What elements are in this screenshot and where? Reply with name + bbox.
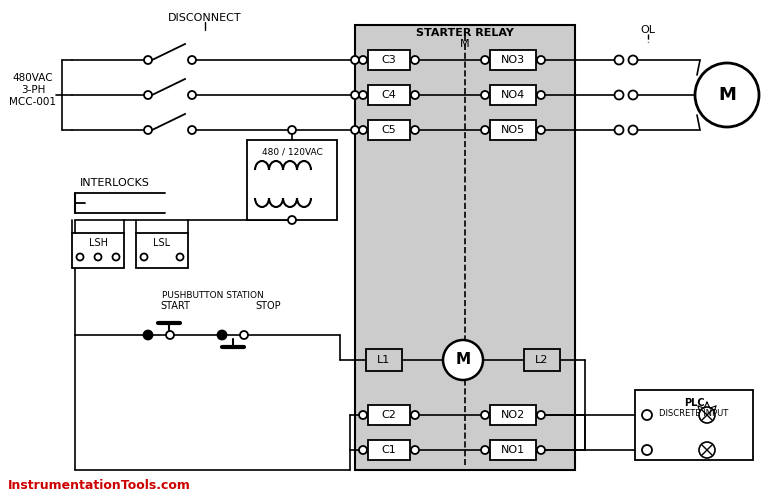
Circle shape — [144, 331, 153, 339]
Text: L1: L1 — [377, 355, 391, 365]
Bar — [490, 120, 536, 140]
Bar — [368, 440, 410, 460]
Circle shape — [614, 56, 624, 65]
Circle shape — [359, 91, 367, 99]
Bar — [355, 25, 575, 470]
Circle shape — [699, 407, 715, 423]
Circle shape — [217, 331, 227, 339]
Circle shape — [628, 126, 637, 135]
Circle shape — [411, 126, 419, 134]
Text: C1: C1 — [382, 445, 396, 455]
Circle shape — [614, 126, 624, 135]
Text: STOP: STOP — [255, 301, 281, 311]
Text: C5: C5 — [382, 125, 396, 135]
Circle shape — [288, 216, 296, 224]
Text: C2: C2 — [382, 410, 396, 420]
Bar — [490, 405, 536, 425]
Text: NO4: NO4 — [501, 90, 525, 100]
Circle shape — [177, 253, 184, 260]
Bar — [490, 50, 536, 70]
Circle shape — [112, 253, 120, 260]
Text: DISCRETE INPUT: DISCRETE INPUT — [660, 410, 729, 418]
Bar — [368, 120, 410, 140]
Text: 480VAC
3-PH
MCC-001: 480VAC 3-PH MCC-001 — [9, 74, 57, 106]
Circle shape — [240, 331, 248, 339]
Text: DISCONNECT: DISCONNECT — [168, 13, 242, 23]
Circle shape — [642, 445, 652, 455]
Text: PUSHBUTTON STATION: PUSHBUTTON STATION — [162, 291, 264, 300]
Text: START: START — [160, 301, 190, 311]
Circle shape — [614, 90, 624, 99]
Circle shape — [144, 56, 152, 64]
Text: C4: C4 — [382, 90, 396, 100]
Text: NO3: NO3 — [501, 55, 525, 65]
Circle shape — [537, 91, 545, 99]
Text: PLC: PLC — [684, 398, 704, 408]
Text: INTERLOCKS: INTERLOCKS — [80, 178, 150, 188]
Bar — [368, 405, 410, 425]
Circle shape — [443, 340, 483, 380]
Circle shape — [537, 56, 545, 64]
Circle shape — [537, 126, 545, 134]
Bar — [490, 440, 536, 460]
Text: LSH: LSH — [88, 238, 108, 248]
Bar — [490, 85, 536, 105]
Text: 480 / 120VAC: 480 / 120VAC — [262, 148, 323, 157]
Circle shape — [695, 63, 759, 127]
Circle shape — [481, 411, 489, 419]
Circle shape — [288, 126, 296, 134]
Circle shape — [94, 253, 101, 260]
Circle shape — [359, 411, 367, 419]
Text: OL: OL — [641, 25, 656, 35]
Circle shape — [77, 253, 84, 260]
Circle shape — [699, 442, 715, 458]
Circle shape — [481, 56, 489, 64]
Text: M: M — [718, 86, 736, 104]
Circle shape — [628, 90, 637, 99]
Bar — [635, 390, 753, 460]
Bar — [368, 50, 410, 70]
Text: C3: C3 — [382, 55, 396, 65]
Circle shape — [411, 91, 419, 99]
Circle shape — [628, 56, 637, 65]
Text: InstrumentationTools.com: InstrumentationTools.com — [8, 479, 191, 492]
Circle shape — [359, 126, 367, 134]
Circle shape — [481, 446, 489, 454]
Text: M: M — [455, 352, 471, 367]
Circle shape — [411, 56, 419, 64]
Circle shape — [481, 91, 489, 99]
Bar — [136, 233, 188, 268]
Bar — [524, 349, 560, 371]
Text: LSL: LSL — [154, 238, 170, 248]
Text: NO1: NO1 — [501, 445, 525, 455]
Text: NO2: NO2 — [501, 410, 525, 420]
Bar — [368, 85, 410, 105]
Text: NO5: NO5 — [501, 125, 525, 135]
Circle shape — [411, 446, 419, 454]
Circle shape — [188, 126, 196, 134]
Circle shape — [351, 126, 359, 134]
Text: M: M — [460, 39, 470, 49]
Text: L2: L2 — [535, 355, 548, 365]
Circle shape — [188, 91, 196, 99]
Bar — [247, 140, 337, 220]
Circle shape — [188, 56, 196, 64]
Circle shape — [351, 91, 359, 99]
Circle shape — [359, 56, 367, 64]
Circle shape — [537, 446, 545, 454]
Bar — [366, 349, 402, 371]
Circle shape — [359, 446, 367, 454]
Circle shape — [537, 411, 545, 419]
Circle shape — [144, 126, 152, 134]
Circle shape — [481, 126, 489, 134]
Circle shape — [166, 331, 174, 339]
Text: STARTER RELAY: STARTER RELAY — [416, 28, 514, 38]
Circle shape — [351, 56, 359, 64]
Circle shape — [144, 91, 152, 99]
Circle shape — [642, 410, 652, 420]
Circle shape — [141, 253, 147, 260]
Circle shape — [411, 411, 419, 419]
Bar — [72, 233, 124, 268]
